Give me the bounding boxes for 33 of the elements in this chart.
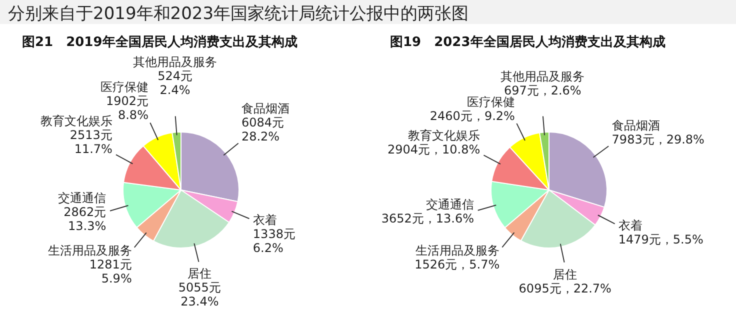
slice-label: 衣着 xyxy=(618,218,642,233)
data-label: 2904元，10.8% xyxy=(388,142,480,156)
chart-title: 图19 2023年全国居民人均消费支出及其构成 xyxy=(390,35,666,50)
text: 分别来自于2019年和2023年国家统计局统计公报中的两张图 xyxy=(8,4,469,24)
data-label: 6084元 28.2% xyxy=(241,116,284,144)
slice-label: 交通通信 xyxy=(426,197,474,212)
chart-title: 图21 2019年全国居民人均消费支出及其构成 xyxy=(22,35,298,50)
slice-label: 居住 xyxy=(188,266,212,281)
slice-label: 衣着 xyxy=(252,213,277,228)
slice-label: 居住 xyxy=(553,267,578,282)
slice-label: 交通通信 xyxy=(58,190,106,205)
data-label: 1338元 6.2% xyxy=(252,227,296,256)
data-label: 1479元，5.5% xyxy=(618,232,704,247)
slice-label: 医疗保健 xyxy=(466,94,515,109)
data-label: 2513元 11.7% xyxy=(70,128,112,156)
slice-label: 教育文化娱乐 xyxy=(408,128,480,142)
data-label: 3652元，13.6% xyxy=(381,211,474,226)
data-label: 697元，2.6% xyxy=(504,83,582,98)
slice-label: 医疗保健 xyxy=(100,80,148,94)
data-label: 524元 2.4% xyxy=(158,69,193,98)
slice-label: 生活用品及服务 xyxy=(48,244,132,258)
data-label: 1281元 5.9% xyxy=(89,258,132,286)
data-label: 1526元，5.7% xyxy=(414,257,500,272)
slice-label: 其他用品及服务 xyxy=(500,69,585,84)
slice-label: 生活用品及服务 xyxy=(416,243,500,258)
slice-label: 其他用品及服务 xyxy=(133,55,218,70)
data-label: 5055元 23.4% xyxy=(178,280,221,309)
data-label: 6095元，22.7% xyxy=(518,281,612,296)
data-label: 7983元，29.8% xyxy=(612,132,704,147)
slice-label: 食品烟酒 xyxy=(241,102,290,116)
slice-label: 食品烟酒 xyxy=(612,118,660,133)
data-label: 2862元 13.3% xyxy=(64,204,106,233)
data-label: 2460元，9.2% xyxy=(430,108,515,123)
